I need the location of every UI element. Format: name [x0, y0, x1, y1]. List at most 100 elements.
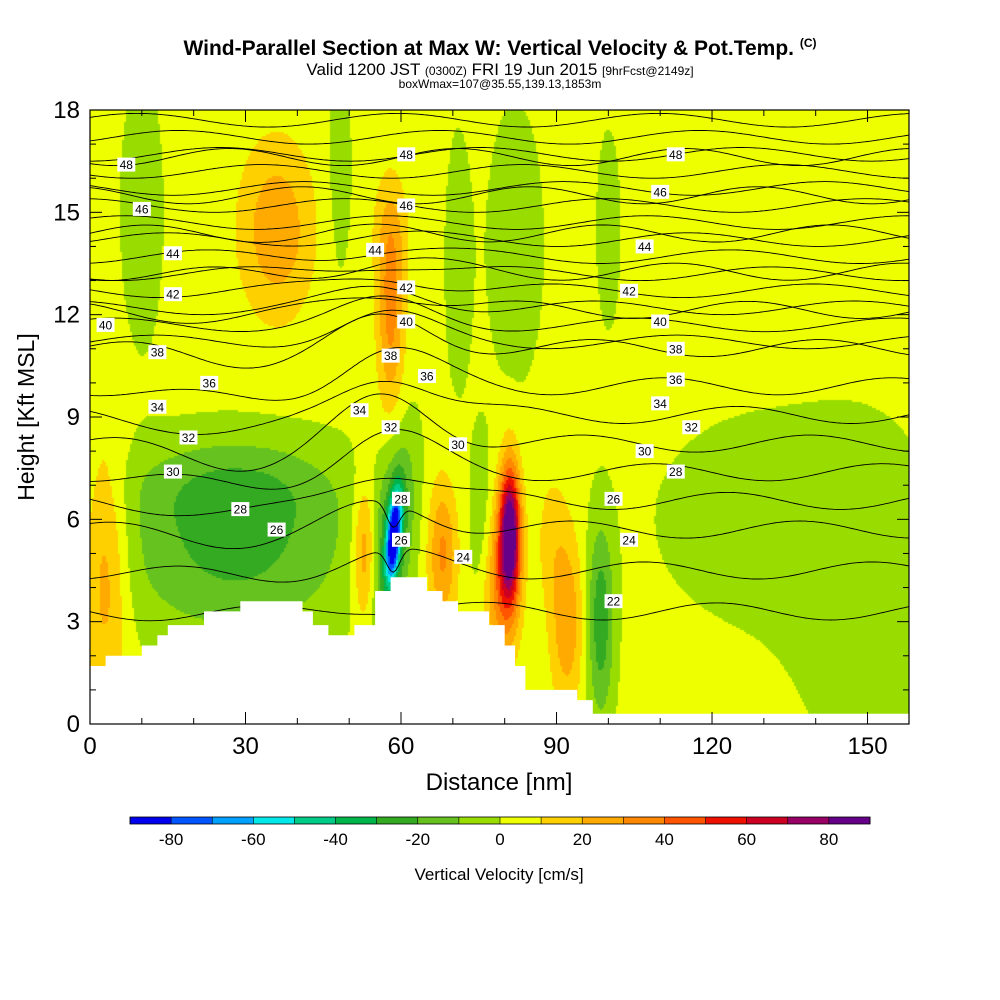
contour-label: 44 [638, 240, 652, 254]
theta-contour-line [90, 257, 909, 282]
theta-contour-line [90, 297, 909, 324]
contour-label: 46 [400, 199, 414, 213]
contour-label-box [350, 403, 369, 418]
contour-label-box [163, 246, 182, 261]
contour-label: 26 [607, 492, 621, 506]
colorbar-swatch [623, 817, 665, 824]
y-tick-label: 9 [67, 404, 80, 431]
subtitle-utc: (0300Z) [424, 64, 467, 78]
theta-contour-line [90, 148, 909, 167]
colorbar-tick-label: -80 [159, 830, 184, 849]
contour-label-box [200, 375, 219, 390]
y-tick-label: 3 [67, 609, 80, 636]
theta-contour-line [90, 309, 909, 350]
contour-label: 46 [654, 185, 668, 199]
contour-label-box [397, 314, 416, 329]
contour-label: 28 [669, 465, 683, 479]
contour-label-box [635, 239, 654, 254]
theta-contour-line [90, 247, 909, 264]
contour-label-box [132, 201, 151, 216]
contour-label-box [417, 369, 436, 384]
contour-label: 32 [384, 421, 398, 435]
colorbar-tick-label: -40 [323, 830, 348, 849]
y-tick-label: 18 [53, 97, 80, 124]
colorbar-tick-label: 0 [495, 830, 504, 849]
theta-contour-line [90, 147, 909, 162]
x-tick-label: 0 [83, 733, 96, 760]
subtitle-date: FRI 19 Jun 2015 [471, 60, 598, 79]
contour-label-box [267, 522, 286, 537]
chart-title: Wind-Parallel Section at Max W: Vertical… [0, 36, 1000, 61]
colorbar-swatch [171, 817, 213, 824]
contour-label-box [651, 184, 670, 199]
contour-label-box [392, 491, 411, 506]
terrain [90, 577, 909, 724]
contour-label-box [449, 437, 468, 452]
contour-label: 30 [166, 465, 180, 479]
theta-contour-line [90, 295, 909, 333]
x-tick-label: 120 [692, 733, 732, 760]
contour-label: 44 [368, 243, 382, 257]
contour-label: 24 [457, 550, 471, 564]
theta-contour-line [90, 230, 909, 247]
colorbar-tick-label: 60 [737, 830, 756, 849]
y-tick-label: 6 [67, 506, 80, 533]
contour-label: 26 [270, 523, 284, 537]
x-tick-label: 90 [543, 733, 570, 760]
y-axis-label: Height [Kft MSL] [13, 333, 39, 500]
contour-label-box [392, 532, 411, 547]
contour-label: 44 [166, 247, 180, 261]
colorbar-swatch [705, 817, 748, 824]
contour-label: 48 [669, 148, 683, 162]
contour-label: 34 [353, 404, 367, 418]
contour-label-box [651, 314, 670, 329]
theta-contour-labels: 4846444240383634323028264846444240383634… [96, 147, 701, 609]
theta-contour-line [90, 285, 909, 316]
contour-label: 48 [400, 148, 414, 162]
contour-label-box [366, 242, 385, 257]
theta-contour-line [90, 380, 909, 435]
contour-label-box [682, 420, 701, 435]
theta-contours [90, 112, 909, 638]
colorbar-swatch [541, 817, 583, 824]
contour-label-box [604, 491, 623, 506]
y-tick-label: 0 [67, 711, 80, 738]
theta-contour-line [90, 548, 909, 583]
contour-label: 28 [394, 492, 408, 506]
contour-label: 42 [400, 281, 414, 295]
contour-label: 42 [622, 284, 636, 298]
colorbar: -80 -60 -40 -20 0 20 40 60 80 [129, 816, 871, 849]
theta-contour-line [90, 429, 909, 490]
contour-label: 38 [384, 349, 398, 363]
contour-label: 32 [685, 421, 699, 435]
contour-label-box [620, 532, 639, 547]
contour-label: 36 [420, 370, 434, 384]
theta-contour-line [90, 112, 909, 128]
x-tick-label: 150 [848, 733, 888, 760]
theta-contour-line [90, 313, 909, 369]
contour-label-box [397, 198, 416, 213]
colorbar-swatch [746, 817, 789, 824]
chart-title-text: Wind-Parallel Section at Max W: Vertical… [183, 37, 794, 60]
contour-label: 30 [638, 445, 652, 459]
contour-label-box [148, 399, 167, 414]
contour-label: 24 [622, 533, 636, 547]
contour-label: 46 [135, 202, 149, 216]
theta-contour-line [90, 181, 909, 196]
contour-label-box [163, 287, 182, 302]
contour-label: 40 [654, 315, 668, 329]
contour-label-box [397, 147, 416, 162]
contour-label-box [635, 444, 654, 459]
contour-label-box [620, 283, 639, 298]
theta-contour-line [90, 198, 909, 213]
x-tick-label: 30 [232, 733, 259, 760]
contour-label: 34 [654, 397, 668, 411]
x-axis-label: Distance [nm] [426, 769, 573, 796]
colorbar-swatch [253, 817, 295, 824]
colorbar-swatch [294, 817, 337, 824]
contour-label-box [666, 147, 685, 162]
colorbar-swatch [582, 817, 624, 824]
contour-label: 34 [151, 400, 165, 414]
contour-label-box [96, 317, 115, 332]
